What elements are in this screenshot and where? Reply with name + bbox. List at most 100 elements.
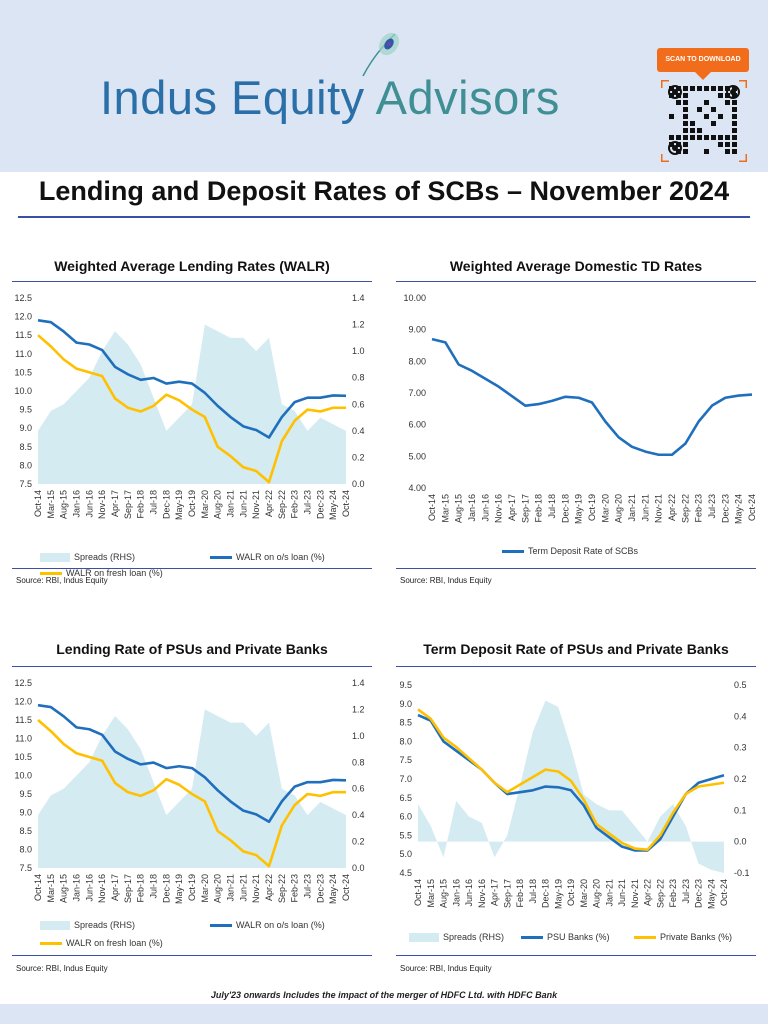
x-tick-label: Nov-21: [251, 490, 261, 519]
x-tick-label: Apr-17: [490, 879, 500, 906]
x-tick-label: Jan-21: [627, 494, 637, 522]
x-tick-label: Apr-17: [110, 874, 120, 901]
x-tick-label: Jun-16: [84, 874, 94, 902]
legend-item: Term Deposit Rate of SCBs: [502, 546, 638, 556]
x-tick-label: Jun-16: [464, 879, 474, 907]
y-tick-label: 11.0: [15, 349, 32, 359]
y2-tick-label: 1.2: [352, 320, 365, 330]
x-tick-label: Aug-20: [614, 494, 624, 523]
x-tick-label: May-19: [553, 879, 563, 909]
x-tick-label: Oct-19: [566, 879, 576, 906]
x-tick-label: Dec-18: [541, 879, 551, 908]
chart-plot: 12.5 12.0 11.5 11.0 10.5 10.0 9.5 9.0 8.5 8.0 7.5 1…: [14, 293, 365, 520]
x-tick-label: Mar-20: [200, 874, 210, 903]
x-tick-label: Jun-16: [84, 490, 94, 518]
y-tick-label: 5.0: [399, 849, 412, 859]
y-tick-label: 4.5: [399, 868, 412, 878]
x-tick-label: May-24: [328, 874, 338, 904]
legend-swatch-line: [210, 555, 232, 559]
scan-to-download-badge: SCAN TO DOWNLOAD: [657, 48, 749, 80]
title-divider: [18, 216, 750, 218]
x-tick-label: Dec-18: [161, 874, 171, 903]
x-tick-label: Jan-21: [604, 879, 614, 907]
y-tick-label: 5.5: [399, 830, 412, 840]
y-tick-label: 6.5: [399, 793, 412, 803]
legend-swatch-area: [409, 932, 439, 942]
x-tick-label: Oct-14: [413, 879, 423, 906]
x-tick-label: Dec-23: [315, 874, 325, 903]
y-tick-label: 10.0: [14, 386, 32, 396]
legend-label: Term Deposit Rate of SCBs: [528, 546, 639, 556]
chart-source: Source: RBI, Indus Equity: [16, 964, 108, 973]
legend-item: Private Banks (%): [634, 932, 732, 942]
x-tick-label: Feb-18: [515, 879, 525, 908]
y2-tick-label: 0.2: [352, 452, 365, 462]
y2-tick-label: 1.0: [352, 346, 365, 356]
y2-tick-label: 0.0: [352, 863, 365, 873]
y-tick-label: 9.0: [19, 808, 32, 818]
legend-label: Spreads (RHS): [443, 932, 505, 942]
series-line-2: [37, 334, 346, 484]
y-tick-label: 8.5: [19, 442, 32, 452]
y-tick-label: 4.00: [408, 483, 426, 493]
y-tick-label: 12.5: [14, 678, 32, 688]
x-tick-label: Feb-23: [290, 490, 300, 519]
x-tick-label: Feb-18: [534, 494, 544, 523]
y-tick-label: 11.5: [15, 715, 32, 725]
x-tick-label: Mar-15: [440, 494, 450, 523]
x-tick-label: Apr-17: [110, 490, 120, 517]
x-tick-label: Sep-22: [655, 879, 665, 908]
chart-td-rates: Weighted Average Domestic TD Rates Source…: [384, 250, 768, 610]
x-tick-label: Mar-20: [579, 879, 589, 908]
chart-bottom-divider: [12, 568, 372, 569]
x-tick-label: Jan-21: [226, 874, 236, 902]
chart-top-divider: [12, 281, 372, 282]
series-line-1: [417, 713, 725, 852]
x-tick-label: Dec-23: [694, 879, 704, 908]
x-tick-label: Jul-18: [149, 490, 159, 515]
legend-swatch-line: [502, 549, 524, 553]
x-tick-label: Sep-17: [123, 874, 133, 903]
x-tick-label: Feb-23: [694, 494, 704, 523]
y2-tick-label: 0.2: [352, 837, 365, 847]
x-tick-label: Nov-21: [251, 874, 261, 903]
x-tick-label: Aug-15: [59, 874, 69, 903]
legend-swatch-line: [521, 935, 543, 939]
y-tick-label: 9.5: [19, 789, 32, 799]
y-tick-label: 8.0: [19, 460, 32, 470]
legend-swatch-line: [40, 941, 62, 945]
x-tick-label: Apr-22: [264, 490, 274, 517]
chart-top-divider: [396, 281, 756, 282]
legend-label: WALR on o/s loan (%): [236, 552, 325, 562]
x-tick-label: Dec-18: [560, 494, 570, 523]
chart-walr: Weighted Average Lending Rates (WALR) Sou…: [0, 250, 384, 610]
x-tick-label: Nov-16: [97, 874, 107, 903]
y-tick-label: 12.5: [14, 293, 32, 303]
series-line-2: [37, 719, 346, 868]
x-tick-label: Aug-15: [454, 494, 464, 523]
y-tick-label: 7.5: [19, 863, 32, 873]
x-tick-label: Apr-22: [643, 879, 653, 906]
series-line-1: [37, 703, 347, 824]
x-tick-label: May-19: [174, 874, 184, 904]
x-tick-label: Feb-18: [136, 490, 146, 519]
series-line-2: [417, 708, 725, 851]
y2-tick-label: 0.2: [734, 774, 747, 784]
x-tick-label: Oct-19: [187, 874, 197, 901]
y-tick-label: 7.5: [399, 755, 412, 765]
y-tick-label: 10.00: [403, 293, 426, 303]
y-tick-label: 7.00: [408, 388, 426, 398]
chart-lending-psu-private: Lending Rate of PSUs and Private Banks So…: [0, 633, 384, 993]
chart-top-divider: [396, 666, 756, 667]
x-tick-label: Sep-17: [502, 879, 512, 908]
y-tick-label: 7.5: [19, 479, 32, 489]
qr-code-icon[interactable]: [661, 80, 747, 162]
x-tick-label: Jun-21: [617, 879, 627, 907]
legend-label: Spreads (RHS): [74, 920, 136, 930]
x-tick-label: Jan-21: [226, 490, 236, 518]
footnote: July'23 onwards Includes the impact of t…: [210, 990, 558, 1000]
chart-plot: 12.5 12.0 11.5 11.0 10.5 10.0 9.5 9.0 8.5 8.0 7.5 1…: [14, 678, 365, 904]
brand-name-suffix: Advisors: [375, 71, 560, 124]
y-tick-label: 7.0: [399, 774, 412, 784]
